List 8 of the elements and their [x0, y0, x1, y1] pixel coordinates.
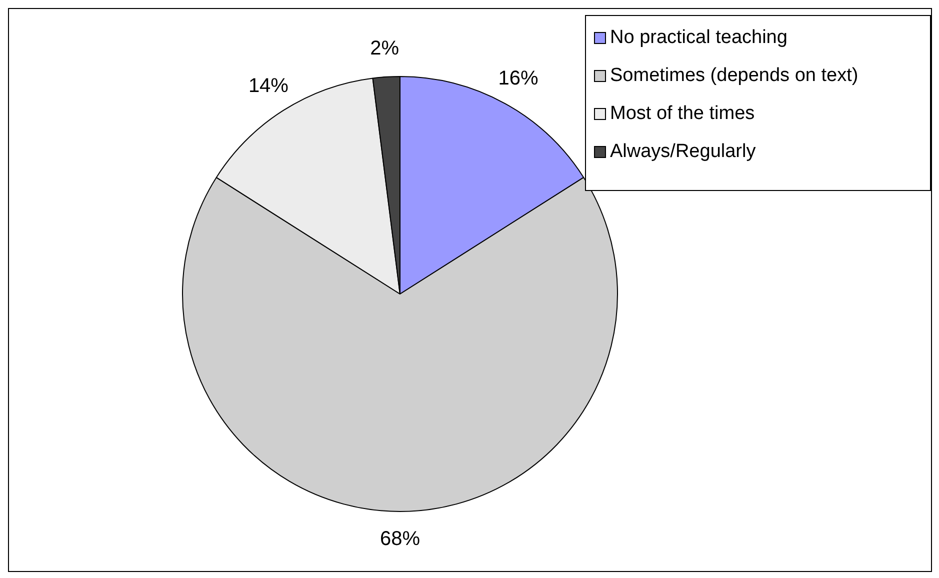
legend-label: Sometimes (depends on text) — [610, 64, 858, 88]
legend-label: Most of the times — [610, 102, 755, 126]
data-label: 2% — [370, 38, 400, 60]
legend-label: No practical teaching — [610, 26, 788, 50]
data-label: 14% — [248, 75, 289, 98]
data-label: 16% — [498, 67, 538, 90]
data-label: 68% — [380, 528, 420, 550]
legend-label: Always/Regularly — [610, 140, 756, 164]
